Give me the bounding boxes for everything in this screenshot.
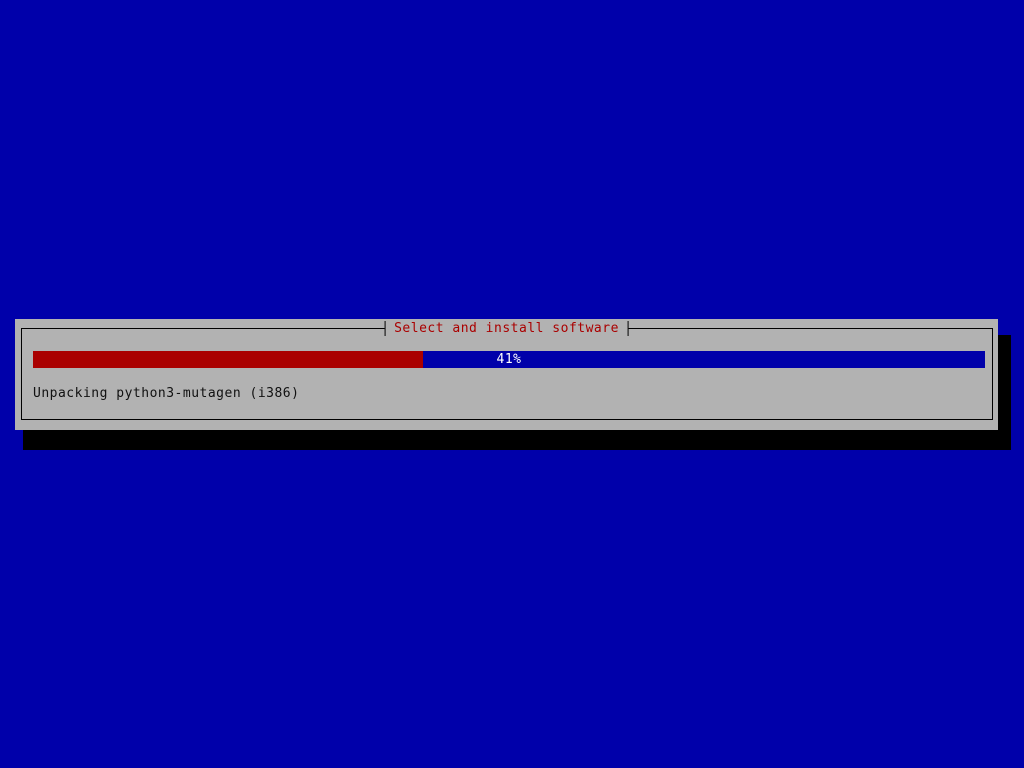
progress-bar: 41% (33, 351, 985, 368)
progress-fill (33, 351, 424, 368)
dialog-border (21, 328, 993, 420)
dialog-title: Select and install software (384, 321, 629, 336)
select-and-install-software-dialog: Select and install software 41% Unpackin… (15, 319, 998, 430)
status-text: Unpacking python3-mutagen (i386) (33, 386, 300, 401)
progress-percent-label: 41% (496, 352, 522, 367)
